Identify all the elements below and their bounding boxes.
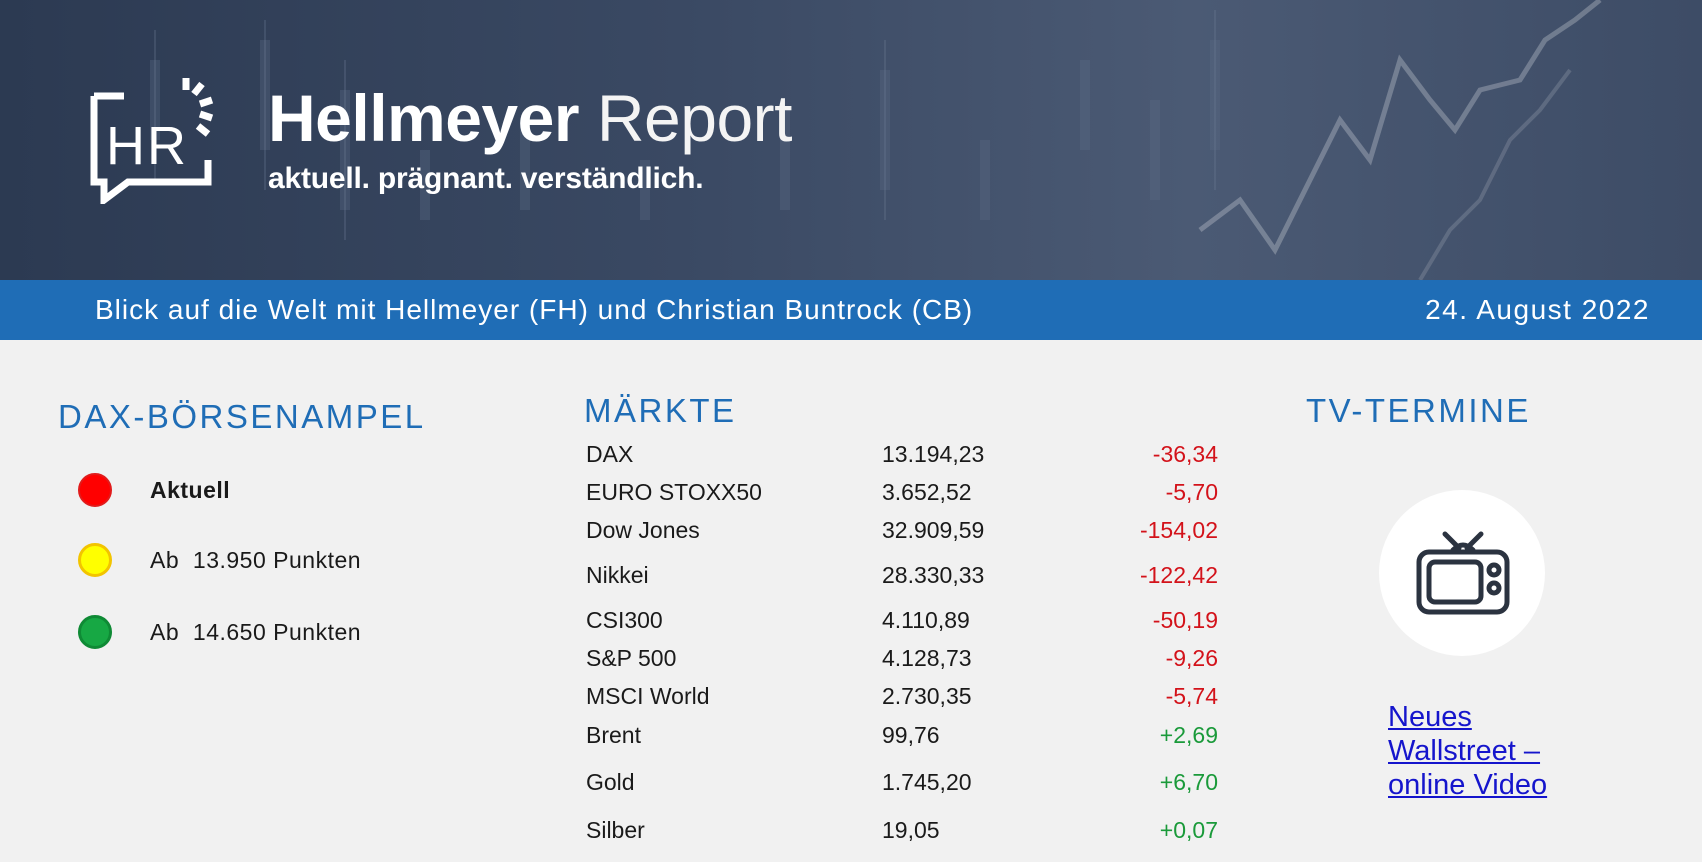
market-change: -154,02 xyxy=(1139,517,1218,543)
market-change: -50,19 xyxy=(1152,607,1218,633)
market-value: 28.330,33 xyxy=(882,562,985,588)
market-change: -9,26 xyxy=(1165,645,1218,671)
market-name: CSI300 xyxy=(586,607,663,633)
brand-title-bold: Hellmeyer xyxy=(268,81,580,155)
markets-title: MÄRKTE xyxy=(584,392,737,429)
report-header: HR Hellmeyer Report aktuell. prägnant. v… xyxy=(0,0,1702,280)
market-value: 2.730,35 xyxy=(882,683,972,709)
stock-chart-background xyxy=(150,0,1602,280)
green-light-icon xyxy=(78,615,112,649)
market-name: Nikkei xyxy=(586,562,649,588)
market-value: 19,05 xyxy=(882,817,940,843)
market-value: 99,76 xyxy=(882,722,940,748)
market-value: 3.652,52 xyxy=(882,479,972,505)
market-value: 32.909,59 xyxy=(882,517,985,543)
tv-title: TV-TERMINE xyxy=(1306,392,1531,429)
market-row-eurostoxx: EURO STOXX50 3.652,52 -5,70 xyxy=(584,476,1224,508)
market-name: S&P 500 xyxy=(586,645,677,671)
tv-icon-circle[interactable] xyxy=(1379,490,1545,656)
brand-tagline: aktuell. prägnant. verständlich. xyxy=(268,162,704,195)
market-change: -5,74 xyxy=(1165,683,1218,709)
market-row-sp500: S&P 500 4.128,73 -9,26 xyxy=(584,642,1224,674)
ampel-label: Ab 13.950 Punkten xyxy=(150,546,362,573)
market-row-msciworld: MSCI World 2.730,35 -5,74 xyxy=(584,680,1224,712)
yellow-light-icon xyxy=(78,543,112,577)
brand-title: Hellmeyer Report xyxy=(268,82,792,154)
market-value: 1.745,20 xyxy=(882,769,972,795)
logo-text: HR xyxy=(106,116,188,176)
market-change: -122,42 xyxy=(1139,562,1218,588)
market-change: +6,70 xyxy=(1159,769,1218,795)
ampel-label: Ab 14.650 Punkten xyxy=(150,618,362,645)
market-change: -5,70 xyxy=(1165,479,1218,505)
market-value: 4.128,73 xyxy=(882,645,972,671)
market-name: Brent xyxy=(586,722,641,748)
ampel-item-current: Aktuell xyxy=(78,470,230,510)
subtitle-band: Blick auf die Welt mit Hellmeyer (FH) un… xyxy=(0,280,1702,340)
market-name: EURO STOXX50 xyxy=(586,479,762,505)
ampel-item-green: Ab 14.650 Punkten xyxy=(78,612,361,652)
subtitle-text: Blick auf die Welt mit Hellmeyer (FH) un… xyxy=(95,294,974,325)
market-row-silber: Silber 19,05 +0,07 xyxy=(584,814,1224,846)
market-change: +0,07 xyxy=(1159,817,1218,843)
red-light-icon xyxy=(78,473,112,507)
market-value: 4.110,89 xyxy=(882,607,970,633)
report-date: 24. August 2022 xyxy=(1425,294,1650,325)
market-row-nikkei: Nikkei 28.330,33 -122,42 xyxy=(584,559,1224,591)
ampel-item-yellow: Ab 13.950 Punkten xyxy=(78,540,361,580)
ampel-title: DAX-BÖRSENAMPEL xyxy=(58,398,426,435)
hr-logo: HR xyxy=(90,78,214,204)
market-name: Dow Jones xyxy=(586,517,700,543)
ampel-label: Aktuell xyxy=(150,476,231,503)
market-row-dowjones: Dow Jones 32.909,59 -154,02 xyxy=(584,514,1224,546)
market-name: DAX xyxy=(586,441,634,467)
market-change: -36,34 xyxy=(1152,441,1218,467)
market-row-brent: Brent 99,76 +2,69 xyxy=(584,719,1224,751)
tv-icon xyxy=(1416,531,1510,615)
wallstreet-video-link[interactable]: Neues Wallstreet – online Video xyxy=(1388,701,1548,801)
brand-title-light: Report xyxy=(596,81,793,155)
market-name: MSCI World xyxy=(586,683,710,709)
market-name: Silber xyxy=(586,817,645,843)
market-row-gold: Gold 1.745,20 +6,70 xyxy=(584,766,1224,798)
market-name: Gold xyxy=(586,769,635,795)
market-row-dax: DAX 13.194,23 -36,34 xyxy=(584,438,1224,470)
market-row-csi300: CSI300 4.110,89 -50,19 xyxy=(584,604,1224,636)
market-change: +2,69 xyxy=(1159,722,1218,748)
market-value: 13.194,23 xyxy=(882,441,985,467)
